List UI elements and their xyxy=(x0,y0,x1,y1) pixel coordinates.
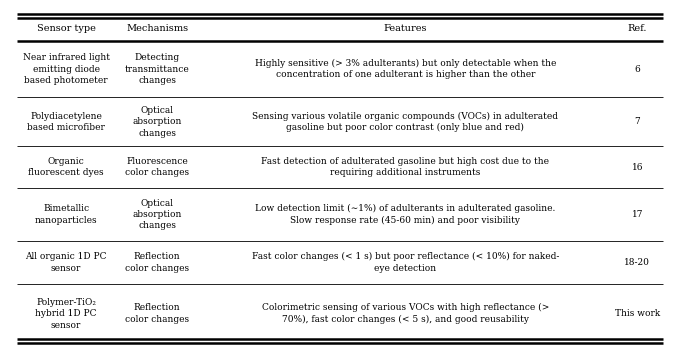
Text: Fluorescence
color changes: Fluorescence color changes xyxy=(125,157,189,177)
Text: 17: 17 xyxy=(631,210,643,219)
Text: Reflection
color changes: Reflection color changes xyxy=(125,252,189,273)
Text: Features: Features xyxy=(384,24,427,33)
Text: Sensing various volatile organic compounds (VOCs) in adulterated
gasoline but po: Sensing various volatile organic compoun… xyxy=(252,111,558,132)
Text: 18-20: 18-20 xyxy=(624,258,650,267)
Text: Mechanisms: Mechanisms xyxy=(126,24,188,33)
Text: Detecting
transmittance
changes: Detecting transmittance changes xyxy=(125,53,190,85)
Text: Polydiacetylene
based microfiber: Polydiacetylene based microfiber xyxy=(27,112,105,132)
Text: 7: 7 xyxy=(635,117,640,126)
Text: Optical
absorption
changes: Optical absorption changes xyxy=(132,199,182,231)
Text: Reflection
color changes: Reflection color changes xyxy=(125,303,189,324)
Text: Ref.: Ref. xyxy=(627,24,647,33)
Text: Highly sensitive (> 3% adulterants) but only detectable when the
concentration o: Highly sensitive (> 3% adulterants) but … xyxy=(255,59,556,80)
Text: Polymer-TiO₂
hybrid 1D PC
sensor: Polymer-TiO₂ hybrid 1D PC sensor xyxy=(35,298,97,329)
Text: Near infrared light
emitting diode
based photometer: Near infrared light emitting diode based… xyxy=(22,53,110,85)
Text: 6: 6 xyxy=(635,65,640,74)
Text: Colorimetric sensing of various VOCs with high reflectance (>
70%), fast color c: Colorimetric sensing of various VOCs wit… xyxy=(262,303,549,324)
Text: Low detection limit (∼1%) of adulterants in adulterated gasoline.
Slow response : Low detection limit (∼1%) of adulterants… xyxy=(255,204,555,225)
Text: Optical
absorption
changes: Optical absorption changes xyxy=(132,106,182,138)
Text: Organic
fluorescent dyes: Organic fluorescent dyes xyxy=(28,157,104,177)
Text: Bimetallic
nanoparticles: Bimetallic nanoparticles xyxy=(35,204,98,225)
Text: All organic 1D PC
sensor: All organic 1D PC sensor xyxy=(25,252,107,273)
Text: Sensor type: Sensor type xyxy=(37,24,96,33)
Text: Fast color changes (< 1 s) but poor reflectance (< 10%) for naked-
eye detection: Fast color changes (< 1 s) but poor refl… xyxy=(252,252,559,273)
Text: Fast detection of adulterated gasoline but high cost due to the
requiring additi: Fast detection of adulterated gasoline b… xyxy=(261,157,549,177)
Text: This work: This work xyxy=(615,309,660,318)
Text: 16: 16 xyxy=(631,163,643,172)
